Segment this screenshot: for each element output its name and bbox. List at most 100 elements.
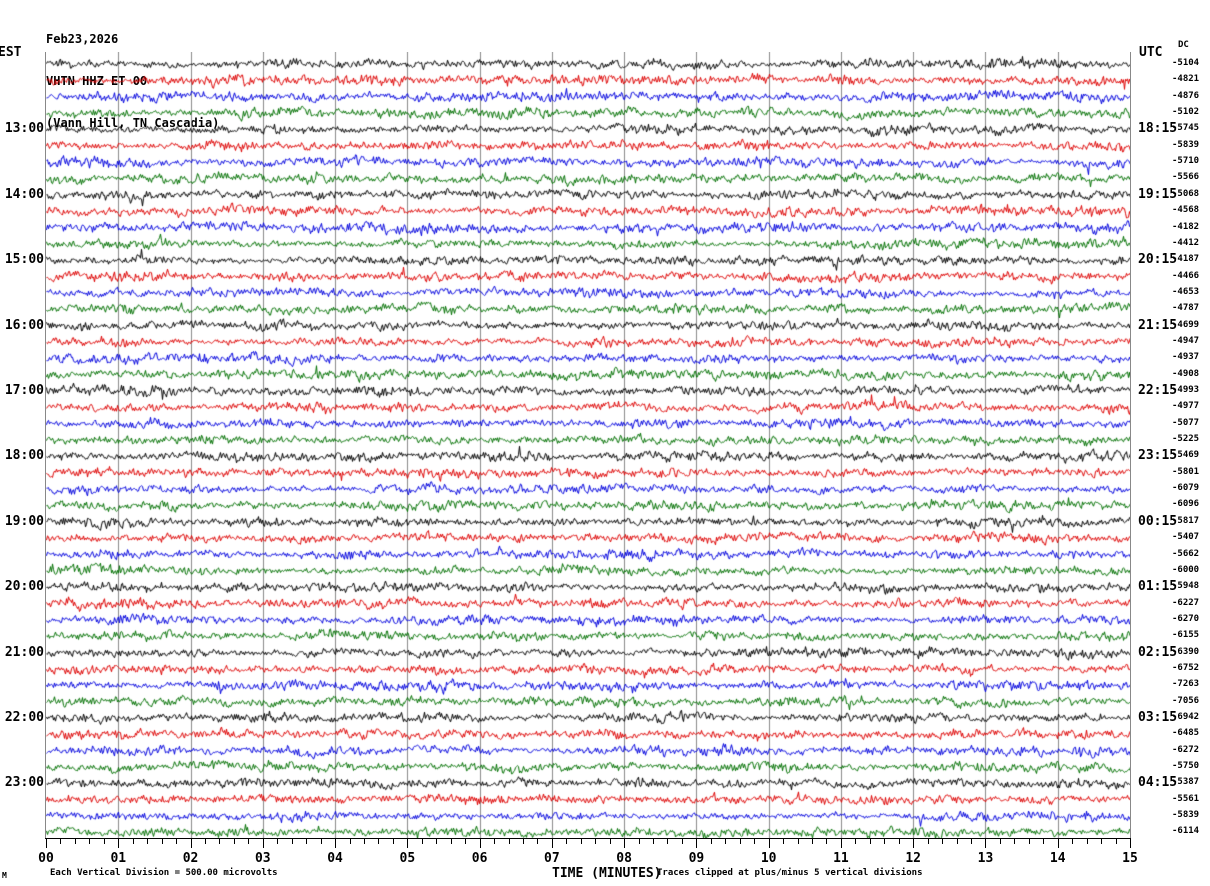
- axis-minor-tick: [1115, 838, 1117, 844]
- left-time-label: 15:00: [4, 252, 44, 268]
- dc-value: -6096: [1172, 499, 1200, 510]
- axis-minor-tick: [609, 838, 611, 844]
- axis-minor-tick: [306, 838, 308, 844]
- axis-tick-label: 01: [110, 851, 127, 866]
- axis-minor-tick: [436, 838, 438, 844]
- x-axis-tick-labels: 00 01 02 03 04 05 06 07 08 09 10 11 12 13 14 15: [0, 851, 1210, 867]
- dc-value: -4947: [1172, 335, 1200, 346]
- axis-minor-tick: [103, 838, 105, 844]
- axis-minor-tick: [812, 838, 814, 844]
- right-time-label: 03:15: [1138, 710, 1178, 725]
- axis-minor-tick: [638, 838, 640, 844]
- axis-minor-tick: [465, 838, 467, 844]
- dc-value: -4699: [1172, 319, 1200, 330]
- dc-value: -4466: [1172, 270, 1200, 281]
- axis-minor-tick: [537, 838, 539, 844]
- dc-value: -4977: [1172, 401, 1200, 412]
- axis-minor-tick: [1014, 838, 1016, 844]
- axis-minor-tick: [754, 838, 756, 844]
- axis-minor-tick: [595, 838, 597, 844]
- axis-tick-label: 05: [399, 851, 416, 866]
- axis-minor-tick: [161, 838, 163, 844]
- axis-tick-label: 14: [1049, 851, 1066, 866]
- dc-value: -7263: [1172, 679, 1200, 690]
- axis-minor-tick: [855, 838, 857, 844]
- axis-minor-tick: [320, 838, 322, 844]
- axis-minor-tick: [898, 838, 900, 844]
- dc-value: -5102: [1172, 107, 1200, 118]
- axis-major-tick: [696, 838, 698, 848]
- axis-minor-tick: [522, 838, 524, 844]
- axis-minor-tick: [74, 838, 76, 844]
- axis-minor-tick: [739, 838, 741, 844]
- axis-minor-tick: [363, 838, 365, 844]
- plot-right-border: [1130, 52, 1131, 838]
- axis-minor-tick: [942, 838, 944, 844]
- axis-minor-tick: [132, 838, 134, 844]
- axis-minor-tick: [971, 838, 972, 844]
- dc-value: -6270: [1172, 613, 1200, 624]
- right-time-label: 00:15: [1138, 513, 1178, 529]
- dc-value: -5948: [1172, 581, 1200, 592]
- left-time-label: 14:00: [4, 186, 44, 202]
- dc-value: -5225: [1172, 434, 1200, 445]
- right-time-label: 04:15: [1138, 775, 1178, 791]
- left-time-label: 13:00: [4, 121, 44, 137]
- axis-tick-label: 13: [977, 851, 994, 866]
- axis-major-tick: [46, 838, 47, 848]
- dc-value: -5407: [1172, 532, 1200, 543]
- axis-major-tick: [479, 838, 481, 848]
- right-time-label: 22:15: [1138, 383, 1178, 398]
- axis-major-tick: [551, 838, 553, 848]
- right-time-label: 02:15: [1138, 644, 1178, 660]
- axis-major-tick: [335, 838, 337, 848]
- header-date: Feb23,2026: [46, 32, 119, 46]
- dc-value: -5662: [1172, 548, 1200, 559]
- axis-major-tick: [1057, 838, 1059, 848]
- right-timezone-label: UTC: [1139, 45, 1163, 60]
- dc-value: -4187: [1172, 254, 1200, 265]
- dc-value: -6155: [1172, 630, 1200, 641]
- axis-major-tick: [840, 838, 842, 848]
- dc-value: -6079: [1172, 483, 1200, 494]
- dc-value: -5561: [1172, 793, 1200, 804]
- axis-tick-label: 10: [760, 851, 777, 866]
- axis-minor-tick: [999, 838, 1001, 844]
- left-time-label: 21:00: [4, 644, 44, 660]
- axis-minor-tick: [566, 838, 568, 844]
- dc-value: -5566: [1172, 172, 1200, 183]
- axis-tick-label: 04: [327, 851, 343, 866]
- right-time-label: 20:15: [1138, 252, 1178, 268]
- axis-minor-tick: [89, 838, 91, 844]
- axis-minor-tick: [1072, 838, 1074, 844]
- axis-minor-tick: [826, 838, 828, 844]
- dc-value: -6752: [1172, 662, 1200, 673]
- dc-value: -5710: [1172, 156, 1200, 167]
- axis-minor-tick: [710, 838, 712, 844]
- axis-tick-label: 02: [182, 851, 199, 866]
- axis-minor-tick: [667, 838, 669, 844]
- dc-value: -6942: [1172, 712, 1200, 722]
- seismogram-plot[interactable]: [46, 52, 1130, 838]
- dc-value: -6000: [1172, 564, 1200, 575]
- dc-column-header: DC: [1178, 40, 1189, 50]
- dc-value: -4568: [1172, 205, 1200, 216]
- dc-value: -4937: [1172, 352, 1200, 363]
- trace-canvas: [46, 52, 1130, 838]
- dc-value: -6114: [1172, 826, 1200, 837]
- axis-minor-tick: [956, 838, 958, 844]
- dc-value: -4908: [1172, 368, 1200, 379]
- dc-value: -5801: [1172, 466, 1200, 477]
- dc-value: -6390: [1172, 646, 1200, 657]
- dc-value: -5104: [1172, 58, 1200, 68]
- axis-tick-label: 06: [471, 851, 488, 866]
- axis-major-tick: [1130, 838, 1131, 848]
- dc-value: -4821: [1172, 74, 1200, 85]
- left-time-label: 18:00: [4, 448, 44, 464]
- axis-minor-tick: [508, 838, 510, 844]
- dc-value: -6485: [1172, 728, 1200, 739]
- axis-minor-tick: [797, 838, 799, 844]
- axis-major-tick: [624, 838, 626, 848]
- axis-minor-tick: [681, 838, 683, 844]
- dc-value: -6227: [1172, 597, 1200, 608]
